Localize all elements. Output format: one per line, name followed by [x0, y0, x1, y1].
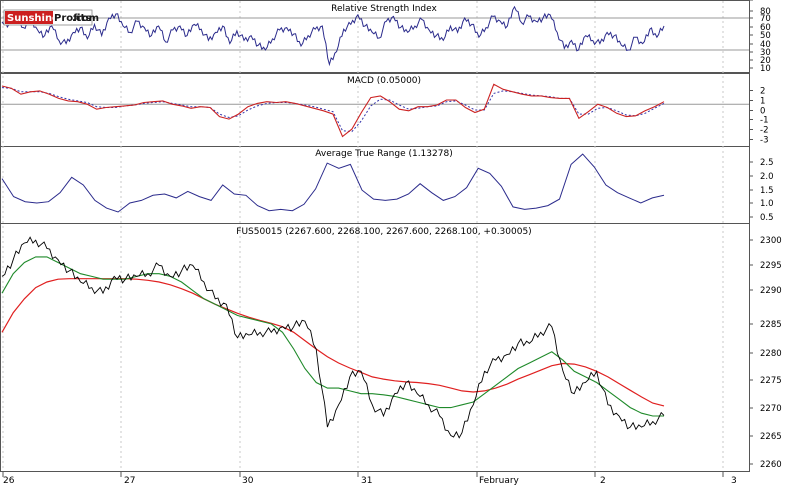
y-tick-label: -2: [760, 126, 768, 136]
logo-dotcom: .com: [72, 13, 99, 24]
price-panel-frame: [0, 223, 750, 472]
atr-line: [1, 153, 665, 213]
y-tick-label: 1.5: [760, 186, 774, 196]
rsi-panel-frame: [0, 0, 750, 73]
rsi-title: Relative Strength Index: [331, 4, 437, 14]
y-tick-label: 80: [760, 7, 771, 17]
x-tick-label: 26: [3, 476, 15, 486]
x-tick-label: 31: [361, 476, 372, 486]
tick-labels: 8070605040302010210-1-2-3-42.52.01.51.00…: [2, 0, 782, 486]
y-tick-label: 60: [760, 23, 771, 33]
y-tick-label: 2295: [760, 261, 782, 271]
y-tick-label: 30: [760, 48, 771, 58]
y-tick-label: 70: [760, 14, 771, 24]
y-tick-label: 50: [760, 31, 771, 41]
price-line: [1, 236, 665, 439]
y-tick-label: 40: [760, 40, 771, 50]
y-tick-label: 2285: [760, 320, 782, 330]
y-tick-label: -1: [760, 116, 768, 126]
y-tick-label: 2300: [760, 236, 782, 246]
y-tick-label: 10: [760, 64, 771, 74]
rsi-line: [1, 5, 665, 67]
y-tick-label: 2290: [760, 286, 782, 296]
macd-title: MACD (0.05000): [347, 76, 421, 86]
x-tick-label: 30: [242, 476, 254, 486]
y-tick-label: 2280: [760, 349, 782, 359]
grid-layer: [2, 1, 724, 471]
y-tick-label: 1.0: [760, 199, 774, 209]
x-tick-label: 27: [124, 476, 135, 486]
y-tick-label: 2270: [760, 404, 782, 414]
y-tick-label: 2.0: [760, 172, 774, 182]
series-layer: [1, 5, 665, 439]
sunshine-profits-logo: Sunshine Profits .com: [3, 9, 99, 26]
y-tick-label: 2260: [760, 460, 782, 470]
y-tick-label: 2265: [760, 432, 782, 442]
price-title: FUS50015 (2267.600, 2268.100, 2267.600, …: [236, 227, 531, 237]
reference-lines: [1, 17, 749, 105]
y-tick-label: 0: [760, 107, 765, 117]
y-tick-label: 20: [760, 56, 771, 66]
y-tick-label: 2.5: [760, 158, 774, 168]
x-tick-label: February: [479, 476, 520, 486]
y-tick-label: 1: [760, 97, 765, 107]
y-tick-label: 2275: [760, 376, 782, 386]
atr-title: Average True Range (1.13278): [315, 149, 452, 159]
logo-red-block: [5, 11, 53, 24]
logo-sunshine: Sunshine: [7, 13, 59, 24]
y-tick-label: 2: [760, 87, 765, 97]
logo-profits: Profits: [54, 13, 91, 24]
y-tick-label: -4: [760, 0, 768, 3]
y-tick-label: 0.5: [760, 213, 774, 223]
y-tick-label: -3: [760, 136, 768, 146]
x-tick-label: 2: [600, 476, 606, 486]
x-tick-label: 3: [731, 476, 737, 486]
macd-line: [1, 83, 665, 138]
